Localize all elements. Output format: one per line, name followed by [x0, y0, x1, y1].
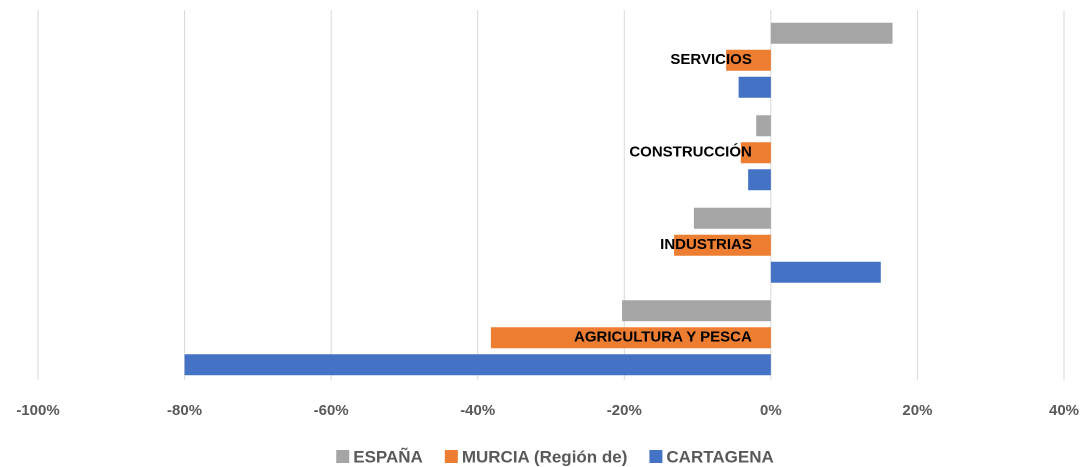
x-tick-label: -40% [460, 402, 495, 419]
x-tick-label: 40% [1049, 402, 1079, 419]
bar [622, 300, 771, 322]
category-label: CONSTRUCCIÓN [629, 143, 752, 161]
legend-swatch [444, 450, 458, 463]
category-label: INDUSTRIAS [660, 236, 752, 253]
bar [756, 115, 771, 137]
bar [738, 76, 771, 98]
bar [740, 142, 771, 164]
legend-label: ESPAÑA [353, 446, 423, 466]
legend-label: MURCIA (Región de) [462, 447, 628, 466]
bar [770, 261, 881, 283]
x-tick-label: 0% [760, 402, 782, 419]
bar [674, 234, 771, 256]
category-label: SERVICIOS [670, 51, 751, 68]
x-tick-label: -60% [314, 402, 349, 419]
bar [490, 327, 771, 349]
bar [748, 169, 771, 191]
category-label: AGRICULTURA Y PESCA [574, 329, 752, 346]
x-tick-label: -20% [607, 402, 642, 419]
bar [726, 49, 771, 71]
x-tick-label: -80% [167, 402, 202, 419]
legend-swatch [336, 450, 350, 463]
bar [770, 22, 893, 44]
x-tick-label: -100% [16, 402, 59, 419]
x-tick-label: 20% [902, 402, 932, 419]
bar [693, 207, 771, 229]
legend: ESPAÑA MURCIA (Región de) CARTAGENA [336, 446, 774, 466]
legend-label: CARTAGENA [666, 447, 773, 466]
legend-swatch [649, 450, 663, 463]
bar [184, 354, 771, 376]
